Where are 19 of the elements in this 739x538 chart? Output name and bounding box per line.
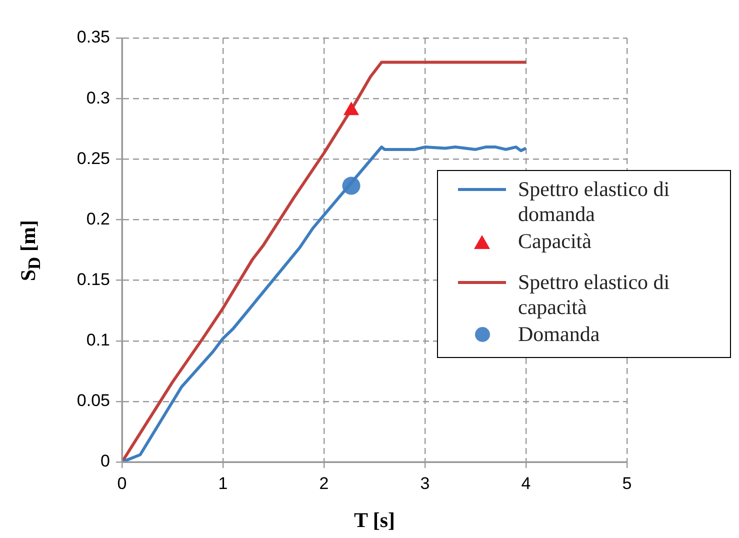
x-tick-label: 5 [622,474,632,493]
y-tick-label: 0.05 [76,391,110,410]
x-tick-label: 4 [521,474,531,493]
y-tick-label: 0.2 [86,209,110,228]
x-tick-label: 0 [117,474,127,493]
legend-label: Domanda [518,322,600,347]
x-axis-title: T [s] [354,508,396,533]
x-tick-label: 2 [319,474,329,493]
x-tick-label: 1 [218,474,228,493]
y-tick-label: 0.25 [76,148,110,168]
y-tick-label: 0.3 [86,88,110,108]
y-tick-label: 0 [100,452,110,471]
y-tick-label: 0.15 [76,270,110,289]
y-tick-label: 0.35 [76,28,110,47]
y-tick-label: 0.1 [86,330,110,350]
legend-label: Spettro elastico di domanda [518,177,671,227]
x-tick-label: 3 [420,474,430,493]
legend-label: Capacità [518,229,592,254]
legend-label: Spettro elastico di capacità [518,270,671,320]
